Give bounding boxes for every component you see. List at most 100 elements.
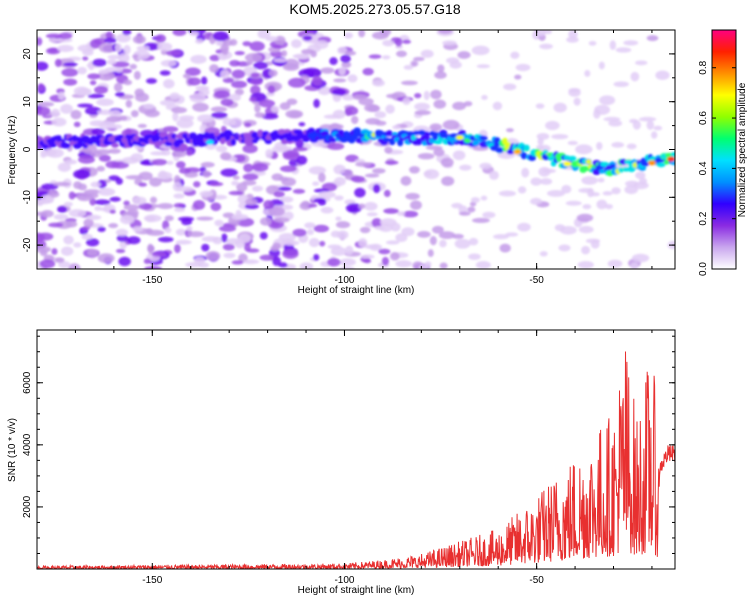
- spectrogram-cell: [646, 120, 655, 130]
- spectrogram-cell: [333, 164, 346, 175]
- spectrogram-cell: [302, 35, 313, 41]
- spectrogram-cell: [499, 243, 511, 253]
- spectrogram-cell: [360, 254, 375, 259]
- spectrogram-cell: [98, 42, 116, 53]
- spectrogram-cell: [604, 203, 613, 210]
- spectrogram-cell: [277, 146, 293, 151]
- spectrogram-cell: [265, 36, 279, 42]
- spectrogram-cell: [54, 58, 62, 68]
- spectrogram-cell: [174, 207, 186, 213]
- spectrogram-cell: [364, 173, 380, 178]
- spectrogram-cell: [60, 246, 74, 256]
- spectrogram-cell: [330, 246, 347, 256]
- spectrogram-cell: [91, 128, 106, 136]
- spectrogram-cell: [108, 148, 121, 154]
- spectrogram-cell: [278, 176, 289, 182]
- spectrogram-cell: [272, 44, 282, 49]
- spectrogram-cell: [655, 70, 670, 81]
- spectrogram-cell: [178, 167, 191, 174]
- spectrogram-cell: [123, 44, 131, 55]
- spectrogram-cell: [280, 196, 294, 203]
- spectrogram-cell: [97, 253, 115, 264]
- spectrogram-cell: [530, 177, 542, 186]
- spectrogram-cell: [143, 258, 151, 265]
- spectrogram-cell: [138, 203, 153, 210]
- spectrogram-cell: [468, 237, 479, 246]
- spectrogram-cell: [250, 72, 260, 78]
- spectrogram-cell: [99, 207, 113, 212]
- spectrogram-cell: [118, 53, 130, 63]
- spectrogram-cell: [94, 206, 102, 211]
- y-tick-label: -20: [22, 237, 33, 252]
- spectrogram-cell: [495, 147, 505, 153]
- spectrogram-cell: [259, 217, 272, 226]
- spectrogram-cell: [94, 85, 108, 94]
- spectrogram-cell: [149, 177, 162, 187]
- spectrogram-cell: [433, 148, 445, 157]
- spectrogram-cell: [446, 57, 460, 64]
- spectrogram-cell: [37, 106, 51, 116]
- spectrogram-cell: [174, 243, 181, 254]
- spectrogram-cell: [545, 120, 560, 131]
- spectrogram-cell: [130, 110, 139, 118]
- spectrogram-cell: [472, 139, 479, 146]
- spectrogram-cell: [93, 38, 107, 45]
- spectrogram-cell: [104, 37, 117, 44]
- spectrogram-cell: [244, 203, 259, 210]
- spectrogram-cell: [222, 77, 234, 84]
- spectrogram-cell: [154, 141, 163, 147]
- spectrogram-cell: [568, 88, 581, 93]
- spectrogram-cell: [173, 203, 185, 209]
- spectrogram-cell: [186, 150, 193, 156]
- spectrogram-cell: [402, 39, 412, 44]
- spectrogram-cell: [57, 162, 71, 172]
- spectrogram-hotspot: [455, 135, 464, 140]
- spectrogram-cell: [106, 59, 117, 65]
- spectrogram-cell: [190, 54, 207, 64]
- spectrogram-cell: [89, 120, 106, 127]
- spectrogram-cell: [187, 231, 205, 238]
- spectrogram-cell: [372, 79, 385, 87]
- spectrogram-cell: [63, 201, 73, 207]
- spectrogram-cell: [286, 98, 298, 106]
- spectrogram-cell: [402, 97, 411, 106]
- spectrogram-cell: [122, 30, 132, 36]
- spectrogram-hotspot: [205, 139, 214, 145]
- y-tick-label: 2000: [22, 495, 33, 518]
- spectrogram-cell: [424, 131, 430, 139]
- spectrogram-cell: [505, 232, 519, 237]
- spectrogram-cell: [193, 181, 201, 188]
- spectrogram-cell: [172, 111, 179, 122]
- spectrogram-cell: [295, 139, 304, 149]
- spectrogram-cell: [656, 162, 666, 168]
- spectrogram-cell: [220, 69, 230, 79]
- spectrogram-cell: [175, 161, 186, 169]
- spectrogram-cell: [385, 104, 395, 114]
- spectrogram-cell: [335, 221, 351, 229]
- spectrogram-cell: [185, 67, 201, 77]
- spectrogram-cell: [631, 253, 650, 263]
- spectrogram-cell: [328, 123, 344, 130]
- spectrogram-cell: [514, 74, 522, 80]
- spectrogram-cell: [578, 225, 594, 234]
- spectrogram-cell: [301, 48, 315, 55]
- spectrogram-cell: [215, 145, 228, 153]
- spectrogram-cell: [320, 67, 335, 74]
- spectrogram-cell: [85, 238, 100, 247]
- spectrogram-cell: [457, 51, 471, 59]
- spectrogram-cell: [301, 200, 311, 208]
- spectrogram-cell: [269, 51, 284, 58]
- spectrogram-cell: [53, 213, 69, 220]
- spectrogram-cell: [249, 41, 265, 52]
- spectrogram-cell: [220, 168, 238, 177]
- spectrogram-cell: [113, 82, 123, 93]
- spectrogram-cell: [327, 257, 341, 267]
- spectrogram-cell: [440, 157, 454, 168]
- spectrogram-cell: [439, 131, 448, 139]
- spectrogram-cell: [670, 160, 675, 166]
- spectrogram-cell: [138, 182, 147, 187]
- spectrogram-cell: [51, 108, 60, 118]
- spectrogram-cell: [536, 132, 550, 140]
- figure-title: KOM5.2025.273.05.57.G18: [289, 1, 461, 17]
- spectrogram-cell: [613, 81, 629, 88]
